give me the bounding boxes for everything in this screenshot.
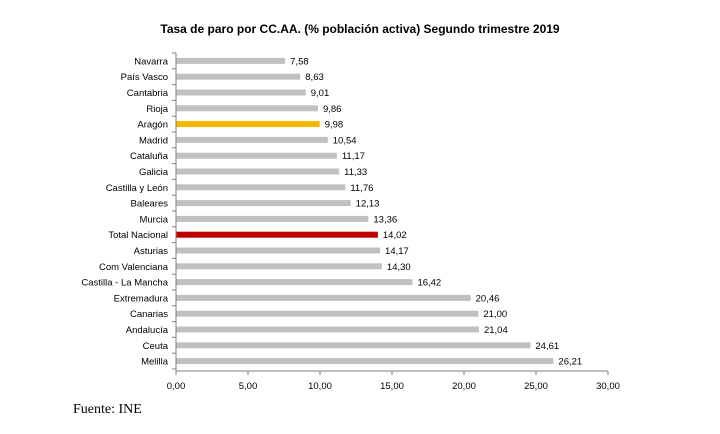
- category-label-10: Murcia: [139, 214, 168, 225]
- category-label-8: Castilla y León: [106, 183, 168, 194]
- bar-18: [176, 342, 531, 349]
- value-label-8: 11,76: [350, 183, 373, 194]
- bar-12: [176, 247, 381, 254]
- bar-11: [176, 231, 378, 238]
- category-label-14: Castilla - La Mancha: [81, 278, 168, 289]
- value-label-10: 13,36: [373, 214, 397, 225]
- category-label-15: Extremadura: [114, 293, 169, 304]
- x-tick-label-1: 5,00: [239, 381, 258, 392]
- bar-19: [176, 358, 554, 365]
- bar-13: [176, 263, 382, 270]
- x-tick-label-0: 0,00: [167, 381, 186, 392]
- bar-1: [176, 73, 301, 80]
- value-label-13: 14,30: [387, 262, 411, 273]
- bar-16: [176, 310, 479, 317]
- category-label-6: Cataluña: [130, 151, 169, 162]
- x-tick-label-6: 30,00: [596, 381, 620, 392]
- bar-7: [176, 168, 340, 175]
- category-label-19: Melilla: [141, 357, 169, 368]
- category-label-0: Navarra: [134, 56, 169, 67]
- category-label-7: Galicia: [139, 167, 169, 178]
- bar-14: [176, 279, 413, 286]
- value-label-4: 9,98: [325, 120, 344, 131]
- category-label-9: Baleares: [131, 199, 169, 210]
- category-label-16: Canarias: [130, 309, 168, 320]
- category-label-18: Ceuta: [143, 341, 169, 352]
- bar-0: [176, 57, 286, 64]
- bar-3: [176, 105, 318, 112]
- source-note: Fuente: INE: [73, 402, 142, 417]
- value-label-18: 24,61: [535, 341, 559, 352]
- category-label-13: Com Valenciana: [99, 262, 169, 273]
- x-tick-label-3: 15,00: [380, 381, 404, 392]
- category-label-11: Total Nacional: [108, 230, 168, 241]
- value-label-2: 9,01: [311, 88, 330, 99]
- value-label-9: 12,13: [356, 199, 380, 210]
- category-label-4: Aragón: [137, 120, 168, 131]
- x-tick-label-5: 25,00: [524, 381, 548, 392]
- value-label-1: 8,63: [305, 72, 324, 83]
- value-label-16: 21,00: [483, 309, 507, 320]
- value-label-15: 20,46: [476, 293, 500, 304]
- value-label-17: 21,04: [484, 325, 508, 336]
- bar-8: [176, 184, 346, 191]
- value-label-7: 11,33: [344, 167, 367, 178]
- value-label-14: 16,42: [417, 278, 441, 289]
- category-label-5: Madrid: [139, 135, 168, 146]
- value-label-0: 7,58: [290, 56, 309, 67]
- bar-2: [176, 89, 306, 96]
- value-label-6: 11,17: [342, 151, 365, 162]
- value-label-11: 14,02: [383, 230, 407, 241]
- value-label-5: 10,54: [333, 135, 357, 146]
- chart-title: Tasa de paro por CC.AA. (% población act…: [160, 22, 560, 36]
- bar-10: [176, 215, 369, 222]
- bar-9: [176, 200, 351, 207]
- bar-15: [176, 294, 471, 301]
- bar-5: [176, 136, 328, 143]
- category-label-17: Andalucía: [126, 325, 169, 336]
- x-tick-label-4: 20,00: [452, 381, 476, 392]
- value-label-3: 9,86: [323, 104, 342, 115]
- category-label-3: Rioja: [146, 104, 168, 115]
- category-label-2: Cantabria: [127, 88, 169, 99]
- value-label-19: 26,21: [558, 357, 582, 368]
- value-label-12: 14,17: [385, 246, 409, 257]
- bar-4: [176, 121, 320, 128]
- category-label-12: Asturias: [134, 246, 169, 257]
- bar-6: [176, 152, 337, 159]
- bar-17: [176, 326, 479, 333]
- x-tick-label-2: 10,00: [308, 381, 332, 392]
- category-label-1: País Vasco: [121, 72, 168, 83]
